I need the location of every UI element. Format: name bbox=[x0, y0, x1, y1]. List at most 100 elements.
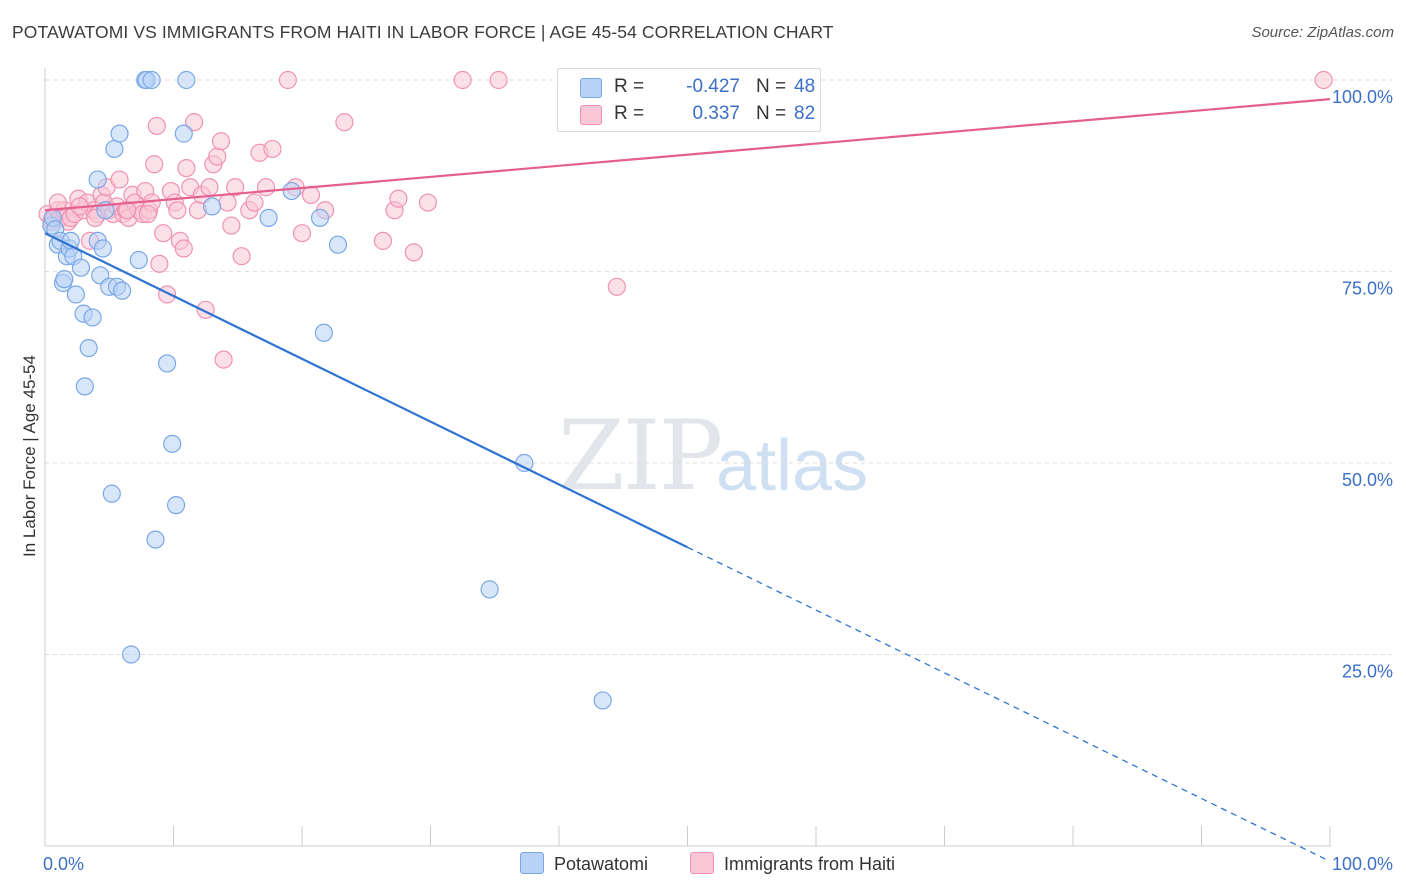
point-haiti bbox=[278, 70, 297, 90]
point-haiti bbox=[226, 178, 245, 197]
point-potawatomi bbox=[93, 239, 112, 258]
bottom-legend-potawatomi: Potawatomi bbox=[520, 852, 648, 878]
point-haiti bbox=[335, 113, 354, 132]
point-potawatomi bbox=[146, 530, 165, 549]
point-potawatomi bbox=[79, 339, 98, 358]
point-potawatomi bbox=[75, 377, 94, 396]
point-potawatomi bbox=[282, 181, 301, 201]
point-haiti bbox=[150, 254, 169, 273]
legend-r-label: R = bbox=[614, 76, 645, 97]
watermark-zip: ZIP bbox=[558, 400, 723, 512]
point-haiti bbox=[373, 231, 393, 250]
point-haiti bbox=[110, 170, 129, 189]
point-haiti bbox=[154, 224, 173, 243]
point-potawatomi bbox=[157, 354, 177, 373]
trend-line-potawatomi bbox=[44, 232, 688, 549]
point-haiti bbox=[489, 70, 508, 90]
point-haiti bbox=[232, 247, 251, 266]
point-haiti bbox=[389, 189, 408, 208]
bottom-legend-swatch-blue bbox=[520, 852, 544, 874]
point-potawatomi bbox=[310, 208, 330, 227]
y-tick-label: 25.0% bbox=[1342, 662, 1393, 682]
legend-n-label: N = bbox=[756, 76, 787, 97]
point-potawatomi bbox=[129, 250, 148, 270]
point-potawatomi bbox=[142, 70, 161, 90]
point-haiti bbox=[222, 216, 241, 235]
point-potawatomi bbox=[515, 453, 534, 473]
point-potawatomi bbox=[480, 580, 499, 599]
point-haiti bbox=[200, 178, 219, 197]
legend-r-value: -0.427 bbox=[686, 76, 740, 97]
point-potawatomi bbox=[121, 645, 141, 664]
y-tick-label: 50.0% bbox=[1342, 470, 1393, 490]
point-potawatomi bbox=[166, 496, 186, 515]
point-haiti bbox=[607, 277, 626, 296]
point-haiti bbox=[184, 113, 204, 132]
point-potawatomi bbox=[163, 434, 182, 453]
point-haiti bbox=[404, 243, 423, 262]
point-potawatomi bbox=[102, 484, 121, 503]
bottom-legend-swatch-pink bbox=[690, 852, 714, 874]
tick-labels: 25.0% 50.0% 75.0% 100.0% 0.0% 100.0% bbox=[43, 87, 1393, 874]
point-haiti bbox=[214, 350, 233, 369]
point-haiti bbox=[301, 185, 321, 204]
trend-line-haiti bbox=[44, 98, 1331, 212]
point-potawatomi bbox=[88, 170, 107, 189]
x-tick-label: 100.0% bbox=[1332, 854, 1393, 874]
point-haiti bbox=[418, 193, 438, 212]
point-potawatomi bbox=[71, 258, 91, 277]
point-haiti bbox=[453, 70, 472, 90]
point-potawatomi bbox=[174, 124, 193, 143]
point-haiti bbox=[177, 158, 196, 178]
point-potawatomi bbox=[110, 124, 129, 143]
correlation-legend: R = -0.427 N = 48 R = 0.337 N = 82 bbox=[557, 68, 821, 132]
point-potawatomi bbox=[66, 285, 85, 304]
point-haiti bbox=[218, 193, 237, 212]
point-potawatomi bbox=[328, 235, 348, 254]
point-haiti bbox=[256, 178, 276, 197]
bottom-legend-haiti: Immigrants from Haiti bbox=[690, 852, 895, 878]
legend-n-label: N = bbox=[756, 103, 787, 124]
trend-line-potawatomi-extension bbox=[687, 546, 1331, 862]
data-points bbox=[38, 70, 1333, 710]
source-label: Source: ZipAtlas.com bbox=[1251, 24, 1394, 41]
point-potawatomi bbox=[177, 70, 196, 90]
point-haiti bbox=[263, 139, 282, 159]
point-potawatomi bbox=[314, 323, 333, 342]
x-tick-label: 0.0% bbox=[43, 854, 84, 874]
legend-r-value: 0.337 bbox=[692, 103, 740, 124]
point-haiti bbox=[145, 155, 164, 174]
axes bbox=[44, 68, 1331, 847]
point-potawatomi bbox=[55, 270, 74, 289]
bottom-legend-label: Potawatomi bbox=[554, 854, 649, 874]
trend-lines bbox=[44, 98, 1331, 862]
point-haiti bbox=[147, 116, 166, 136]
legend-swatch-pink bbox=[580, 105, 602, 125]
point-haiti bbox=[1314, 70, 1333, 90]
point-haiti bbox=[168, 201, 187, 220]
point-potawatomi bbox=[259, 208, 278, 227]
point-potawatomi bbox=[105, 139, 124, 159]
point-haiti bbox=[157, 285, 177, 304]
watermark-atlas: atlas bbox=[716, 426, 869, 506]
point-haiti bbox=[174, 239, 193, 258]
legend-swatch-blue bbox=[580, 78, 602, 98]
point-haiti bbox=[211, 132, 231, 151]
chart-title: POTAWATOMI VS IMMIGRANTS FROM HAITI IN L… bbox=[12, 22, 834, 42]
legend-n-value: 48 bbox=[794, 76, 816, 97]
point-haiti bbox=[118, 201, 137, 220]
y-tick-label: 100.0% bbox=[1332, 87, 1393, 107]
bottom-legend-label: Immigrants from Haiti bbox=[724, 854, 896, 874]
legend-n-value: 82 bbox=[794, 103, 816, 124]
point-haiti bbox=[208, 147, 227, 166]
y-tick-label: 75.0% bbox=[1342, 279, 1393, 299]
point-potawatomi bbox=[112, 281, 132, 300]
point-haiti bbox=[138, 204, 157, 224]
grid-lines bbox=[45, 79, 1392, 655]
point-potawatomi bbox=[83, 308, 102, 327]
legend-r-label: R = bbox=[614, 103, 645, 124]
point-potawatomi bbox=[593, 691, 612, 710]
point-potawatomi bbox=[202, 197, 222, 216]
point-haiti bbox=[245, 193, 264, 212]
